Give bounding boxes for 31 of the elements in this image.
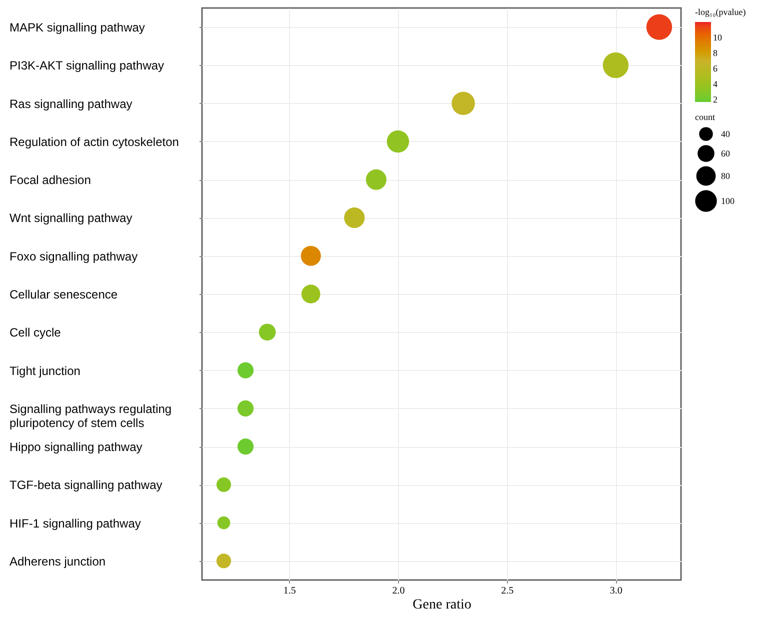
- y-tick-label: Tight junction: [10, 364, 80, 378]
- y-tick-label: TGF-beta signalling pathway: [10, 478, 162, 492]
- x-tick-label: 2.0: [392, 586, 405, 596]
- y-tick-label: Wnt signalling pathway: [10, 211, 132, 226]
- y-tick-label: Hippo signalling pathway: [10, 440, 142, 454]
- legend-label: 40: [721, 129, 730, 139]
- y-tick-label: Signalling pathways regulating pluripotency of stem cells: [10, 402, 172, 430]
- x-tick-label: 2.5: [501, 586, 514, 596]
- y-tick-label: Adherens junction: [10, 554, 106, 568]
- color-bar-label: 10: [713, 32, 722, 43]
- x-tick-label: 1.5: [283, 586, 296, 596]
- color-bar-label: 8: [713, 48, 718, 58]
- x-tick-label: 3.0: [610, 586, 622, 596]
- y-tick-label: Ras signalling pathway: [10, 96, 132, 111]
- x-axis-title: Gene ratio: [412, 598, 472, 612]
- color-bar-label: 2: [713, 94, 718, 105]
- legend-title: count: [695, 112, 716, 122]
- color-bar-label: 6: [713, 64, 718, 74]
- y-tick-label: Focal adhesion: [10, 173, 91, 188]
- y-tick-label: PI3K-AKT signalling pathway: [10, 58, 164, 73]
- y-tick-label: Cellular senescence: [10, 288, 118, 302]
- legend-label: 100: [721, 196, 735, 206]
- y-tick-label: Cell cycle: [10, 326, 62, 340]
- legend-label: 80: [721, 171, 730, 181]
- legend-label: 60: [721, 148, 730, 158]
- color-bar-label: 4: [713, 79, 718, 90]
- color-bar-title: -log₁₀(pvalue): [695, 7, 746, 17]
- y-tick-label: HIF-1 signalling pathway: [10, 516, 141, 530]
- y-tick-label: MAPK signalling pathway: [10, 20, 145, 35]
- y-tick-label: Regulation of actin cytoskeleton: [10, 134, 179, 149]
- y-tick-label: Foxo signalling pathway: [10, 249, 138, 264]
